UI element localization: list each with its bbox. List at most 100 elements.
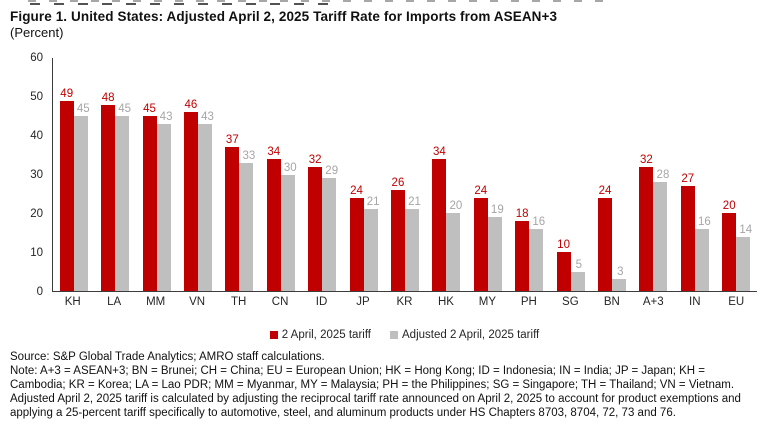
bar-VN-tariff: 46 xyxy=(183,99,198,291)
bar-MM-adjusted: 43 xyxy=(156,111,172,291)
bar-value-label: 24 xyxy=(474,184,488,197)
bar-group-BN: 24 3 xyxy=(591,58,632,291)
x-label-A+3: A+3 xyxy=(642,296,664,308)
bar-value-label: 26 xyxy=(391,177,405,190)
bar-MY-adjusted: 19 xyxy=(487,204,504,291)
x-label-ID: ID xyxy=(315,296,328,308)
bar-group-ID: 32 29 xyxy=(301,58,342,291)
legend-swatch-icon xyxy=(390,331,399,339)
cropped-text-artifact xyxy=(30,3,335,5)
bar-ID-tariff: 32 xyxy=(308,154,323,291)
cropped-text-artifact xyxy=(28,0,603,2)
bar-value-label: 45 xyxy=(143,103,156,116)
bar-group-JP: 24 21 xyxy=(343,58,384,291)
bar-HK-tariff: 34 xyxy=(432,146,447,291)
bar-value-label: 5 xyxy=(575,258,583,271)
bar-value-label: 21 xyxy=(366,196,380,209)
x-label-VN: VN xyxy=(189,296,206,308)
x-label-HK: HK xyxy=(437,296,454,308)
x-label-BN: BN xyxy=(603,296,620,308)
x-label-IN: IN xyxy=(689,296,701,308)
figure-footer: Source: S&P Global Trade Analytics; AMRO… xyxy=(10,351,760,421)
bar-BN-adjusted: 3 xyxy=(611,266,626,291)
bar-group-CN: 34 30 xyxy=(260,58,301,291)
x-label-SG: SG xyxy=(562,296,579,308)
y-tick-30: 30 xyxy=(30,168,43,181)
bar-group-VN: 46 43 xyxy=(177,58,218,291)
bar-value-label: 19 xyxy=(490,204,504,217)
bar-group-MY: 24 19 xyxy=(467,58,508,291)
bar-value-label: 29 xyxy=(325,165,339,178)
bar-value-label: 32 xyxy=(639,153,653,166)
x-label-MM: MM xyxy=(146,296,166,308)
x-label-TH: TH xyxy=(230,296,247,308)
y-tick-40: 40 xyxy=(30,129,43,142)
bar-group-TH: 37 33 xyxy=(219,58,260,291)
x-label-CN: CN xyxy=(271,296,289,308)
bar-VN-adjusted: 43 xyxy=(197,111,214,291)
figure-unit-label: (Percent) xyxy=(10,25,64,40)
legend-label: Adjusted 2 April, 2025 tariff xyxy=(402,329,540,341)
plot-area: 49 45 48 45 45 43 46 43 37 33 34 30 32 29 24 21 26 21 34 20… xyxy=(53,58,757,291)
x-label-KH: KH xyxy=(64,296,81,308)
x-label-PH: PH xyxy=(520,296,537,308)
bar-value-label: 30 xyxy=(283,161,297,174)
x-label-KR: KR xyxy=(396,296,413,308)
bar-value-label: 49 xyxy=(60,87,74,100)
legend-item-adjusted: Adjusted 2 April, 2025 tariff xyxy=(390,329,539,341)
bar-HK-adjusted: 20 xyxy=(446,200,462,291)
y-tick-10: 10 xyxy=(30,246,43,259)
bar-KR-tariff: 26 xyxy=(390,177,405,291)
bar-EU-adjusted: 14 xyxy=(736,224,752,291)
bar-A+3-adjusted: 28 xyxy=(653,169,669,291)
bar-group-PH: 18 16 xyxy=(508,58,549,291)
x-label-JP: JP xyxy=(356,296,370,308)
bar-IN-adjusted: 16 xyxy=(694,216,711,291)
bar-ID-adjusted: 29 xyxy=(322,165,338,291)
bar-group-IN: 27 16 xyxy=(674,58,715,291)
bar-value-label: 28 xyxy=(656,169,670,182)
bar-CN-tariff: 34 xyxy=(266,146,281,291)
bar-value-label: 3 xyxy=(617,266,624,279)
bar-value-label: 45 xyxy=(118,103,132,116)
figure-title: Figure 1. United States: Adjusted April … xyxy=(10,9,558,24)
bar-value-label: 32 xyxy=(308,153,322,166)
bar-value-label: 10 xyxy=(557,239,570,252)
x-label-LA: LA xyxy=(107,296,122,308)
bar-value-label: 48 xyxy=(101,91,115,104)
y-tick-20: 20 xyxy=(30,207,43,220)
legend-item-tariff: 2 April, 2025 tariff xyxy=(269,329,372,341)
bar-value-label: 16 xyxy=(697,215,711,228)
y-tick-0: 0 xyxy=(36,285,43,298)
bar-value-label: 46 xyxy=(184,99,198,112)
bar-PH-adjusted: 16 xyxy=(529,216,545,291)
bar-group-MM: 45 43 xyxy=(136,58,177,291)
bar-TH-adjusted: 33 xyxy=(239,150,255,291)
bar-SG-tariff: 10 xyxy=(556,239,571,291)
source-text: Source: S&P Global Trade Analytics; AMRO… xyxy=(10,351,325,363)
y-tick-60: 60 xyxy=(30,51,43,64)
x-label-EU: EU xyxy=(728,296,745,308)
bar-value-label: 21 xyxy=(408,196,421,209)
bar-A+3-tariff: 32 xyxy=(639,154,654,291)
bar-EU-tariff: 20 xyxy=(722,200,737,291)
bar-value-label: 24 xyxy=(350,184,363,197)
bar-group-LA: 48 45 xyxy=(94,58,135,291)
bar-value-label: 27 xyxy=(681,173,695,186)
legend-label: 2 April, 2025 tariff xyxy=(281,329,372,341)
bar-group-EU: 20 14 xyxy=(716,58,757,291)
bar-value-label: 24 xyxy=(598,184,612,197)
bar-TH-tariff: 37 xyxy=(225,134,240,291)
bar-JP-tariff: 24 xyxy=(349,185,364,291)
bar-value-label: 43 xyxy=(201,111,214,124)
bar-SG-adjusted: 5 xyxy=(570,259,585,291)
bar-group-HK: 34 20 xyxy=(426,58,467,291)
x-axis-labels: KH LA MM VN TH CN ID JP KR HK MY PH SG BN A+3 IN EU xyxy=(52,296,757,308)
y-axis: 0 10 20 30 40 50 60 xyxy=(0,52,48,298)
bar-value-label: 34 xyxy=(267,145,281,158)
bar-PH-tariff: 18 xyxy=(515,208,530,291)
bar-value-label: 45 xyxy=(76,103,90,116)
bar-IN-tariff: 27 xyxy=(680,173,695,291)
bar-MY-tariff: 24 xyxy=(473,185,488,291)
